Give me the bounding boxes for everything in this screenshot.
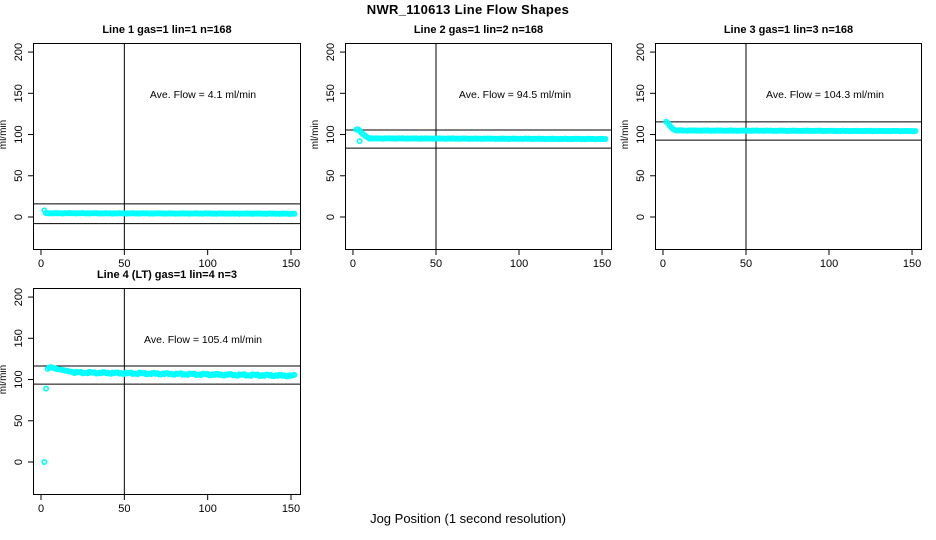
subplot-line4: Line 4 (LT) gas=1 lin=4 n=3 0 50 100 150 0 50… (0, 269, 301, 515)
x-tick-label: 150 (903, 258, 921, 270)
plot-frame (655, 43, 922, 250)
y-tick-label: 0 (325, 214, 337, 220)
subplot-line4-svg: 0 50 100 150 0 50 100 150 200 ml/min (0, 288, 301, 515)
y-tick-label: 100 (635, 125, 647, 143)
y-tick-label: 150 (325, 84, 337, 102)
subplot-line1-title: Line 1 gas=1 lin=1 n=168 (102, 24, 232, 36)
data-point (43, 385, 50, 392)
y-tick-label: 0 (13, 459, 25, 465)
y-tick-label: 100 (325, 125, 337, 143)
x-tick-label: 100 (198, 503, 216, 515)
y-tick-label: 100 (13, 370, 25, 388)
y-tick-label: 150 (635, 84, 647, 102)
subplot-line2: Line 2 gas=1 lin=2 n=168 0 50 100 150 0 50 100… (310, 24, 612, 270)
main-title: NWR_110613 Line Flow Shapes (366, 2, 570, 17)
x-tick-label: 150 (282, 503, 300, 515)
subplot-line4-title: Line 4 (LT) gas=1 lin=4 n=3 (96, 269, 238, 281)
y-axis-unit-label: ml/min (620, 120, 631, 149)
x-tick-label: 150 (593, 258, 611, 270)
subplot-line2-svg: 0 50 100 150 0 50 100 150 200 ml/min (310, 43, 612, 270)
y-axis-unit-label: ml/min (310, 120, 321, 149)
plot-frame (33, 288, 301, 495)
data-point (602, 135, 609, 142)
ave-flow-annotation: Ave. Flow = 105.4 ml/min (144, 334, 262, 346)
y-tick-label: 200 (13, 43, 25, 61)
data-point (912, 128, 919, 135)
x-tick-label: 50 (740, 258, 752, 270)
x-tick-label: 50 (118, 258, 130, 270)
x-axis-label: Jog Position (1 second resolution) (370, 511, 566, 526)
x-tick-label: 0 (660, 258, 666, 270)
ave-flow-annotation: Ave. Flow = 94.5 ml/min (458, 89, 572, 101)
subplot-line3-title: Line 3 gas=1 lin=3 n=168 (723, 24, 854, 36)
x-tick-label: 100 (510, 258, 528, 270)
y-tick-label: 0 (13, 214, 25, 220)
y-tick-label: 50 (635, 170, 647, 182)
data-point (291, 371, 298, 378)
data-point (356, 138, 363, 145)
data-point (291, 210, 298, 217)
x-tick-label: 0 (38, 503, 44, 515)
x-tick-label: 50 (430, 258, 442, 270)
y-tick-label: 0 (635, 214, 647, 220)
plot-frame (33, 43, 301, 250)
x-tick-label: 100 (198, 258, 216, 270)
subplot-line1: Line 1 gas=1 lin=1 n=168 0 50 100 150 0 50 100… (0, 24, 301, 270)
ave-flow-annotation: Ave. Flow = 4.1 ml/min (149, 89, 257, 101)
y-tick-label: 50 (13, 415, 25, 427)
y-tick-label: 200 (13, 288, 25, 306)
x-tick-label: 150 (282, 258, 300, 270)
subplot-line2-title: Line 2 gas=1 lin=2 n=168 (413, 24, 544, 36)
y-tick-label: 50 (13, 170, 25, 182)
y-tick-label: 100 (13, 125, 25, 143)
subplot-line3-svg: 0 50 100 150 0 50 100 150 200 ml/min (620, 43, 922, 270)
y-tick-label: 200 (635, 43, 647, 61)
subplot-line3: Line 3 gas=1 lin=3 n=168 0 50 100 150 0 50 100… (620, 24, 922, 270)
y-axis-unit-label: ml/min (0, 120, 9, 149)
y-axis-unit-label: ml/min (0, 365, 9, 394)
y-tick-label: 50 (325, 170, 337, 182)
data-point (41, 459, 48, 466)
y-tick-label: 150 (13, 329, 25, 347)
x-tick-label: 0 (38, 258, 44, 270)
x-tick-label: 0 (350, 258, 356, 270)
x-tick-label: 100 (820, 258, 838, 270)
x-tick-label: 50 (118, 503, 130, 515)
ave-flow-annotation: Ave. Flow = 104.3 ml/min (766, 89, 884, 101)
subplot-line1-svg: 0 50 100 150 0 50 100 150 200 ml/min (0, 43, 301, 270)
y-tick-label: 150 (13, 84, 25, 102)
plot-frame (345, 43, 612, 250)
y-tick-label: 200 (325, 43, 337, 61)
